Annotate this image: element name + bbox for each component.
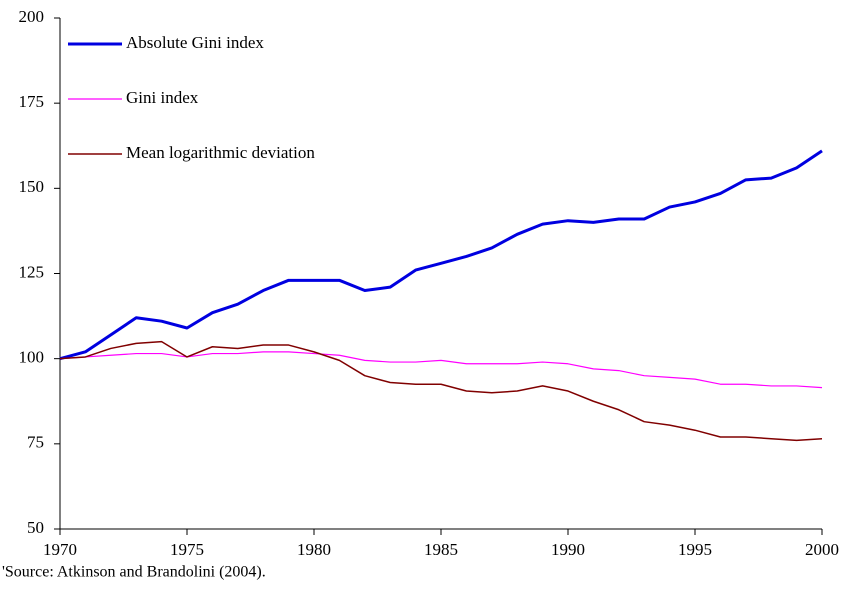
line-series xyxy=(59,149,823,361)
legend-label: Mean logarithmic deviation xyxy=(126,143,315,162)
x-tick-label: 1975 xyxy=(170,540,204,559)
y-tick-label: 75 xyxy=(27,433,44,452)
y-tick-label: 150 xyxy=(19,177,45,196)
x-tick-label: 1985 xyxy=(424,540,458,559)
x-tick-label: 1995 xyxy=(678,540,712,559)
y-tick-label: 175 xyxy=(19,92,45,111)
x-tick-label: 1970 xyxy=(43,540,77,559)
source-note: 'Source: Atkinson and Brandolini (2004). xyxy=(2,564,266,581)
legend-label: Absolute Gini index xyxy=(126,33,264,52)
legend-label: Gini index xyxy=(126,88,199,107)
x-tick-label: 1990 xyxy=(551,540,585,559)
x-tick-label: 2000 xyxy=(805,540,839,559)
y-tick-label: 100 xyxy=(19,348,45,367)
y-tick-label: 125 xyxy=(19,262,45,281)
x-tick-label: 1980 xyxy=(297,540,331,559)
line-series xyxy=(59,351,823,389)
line-series xyxy=(59,340,823,442)
y-tick-label: 50 xyxy=(27,518,44,537)
y-tick-label: 200 xyxy=(19,7,45,26)
